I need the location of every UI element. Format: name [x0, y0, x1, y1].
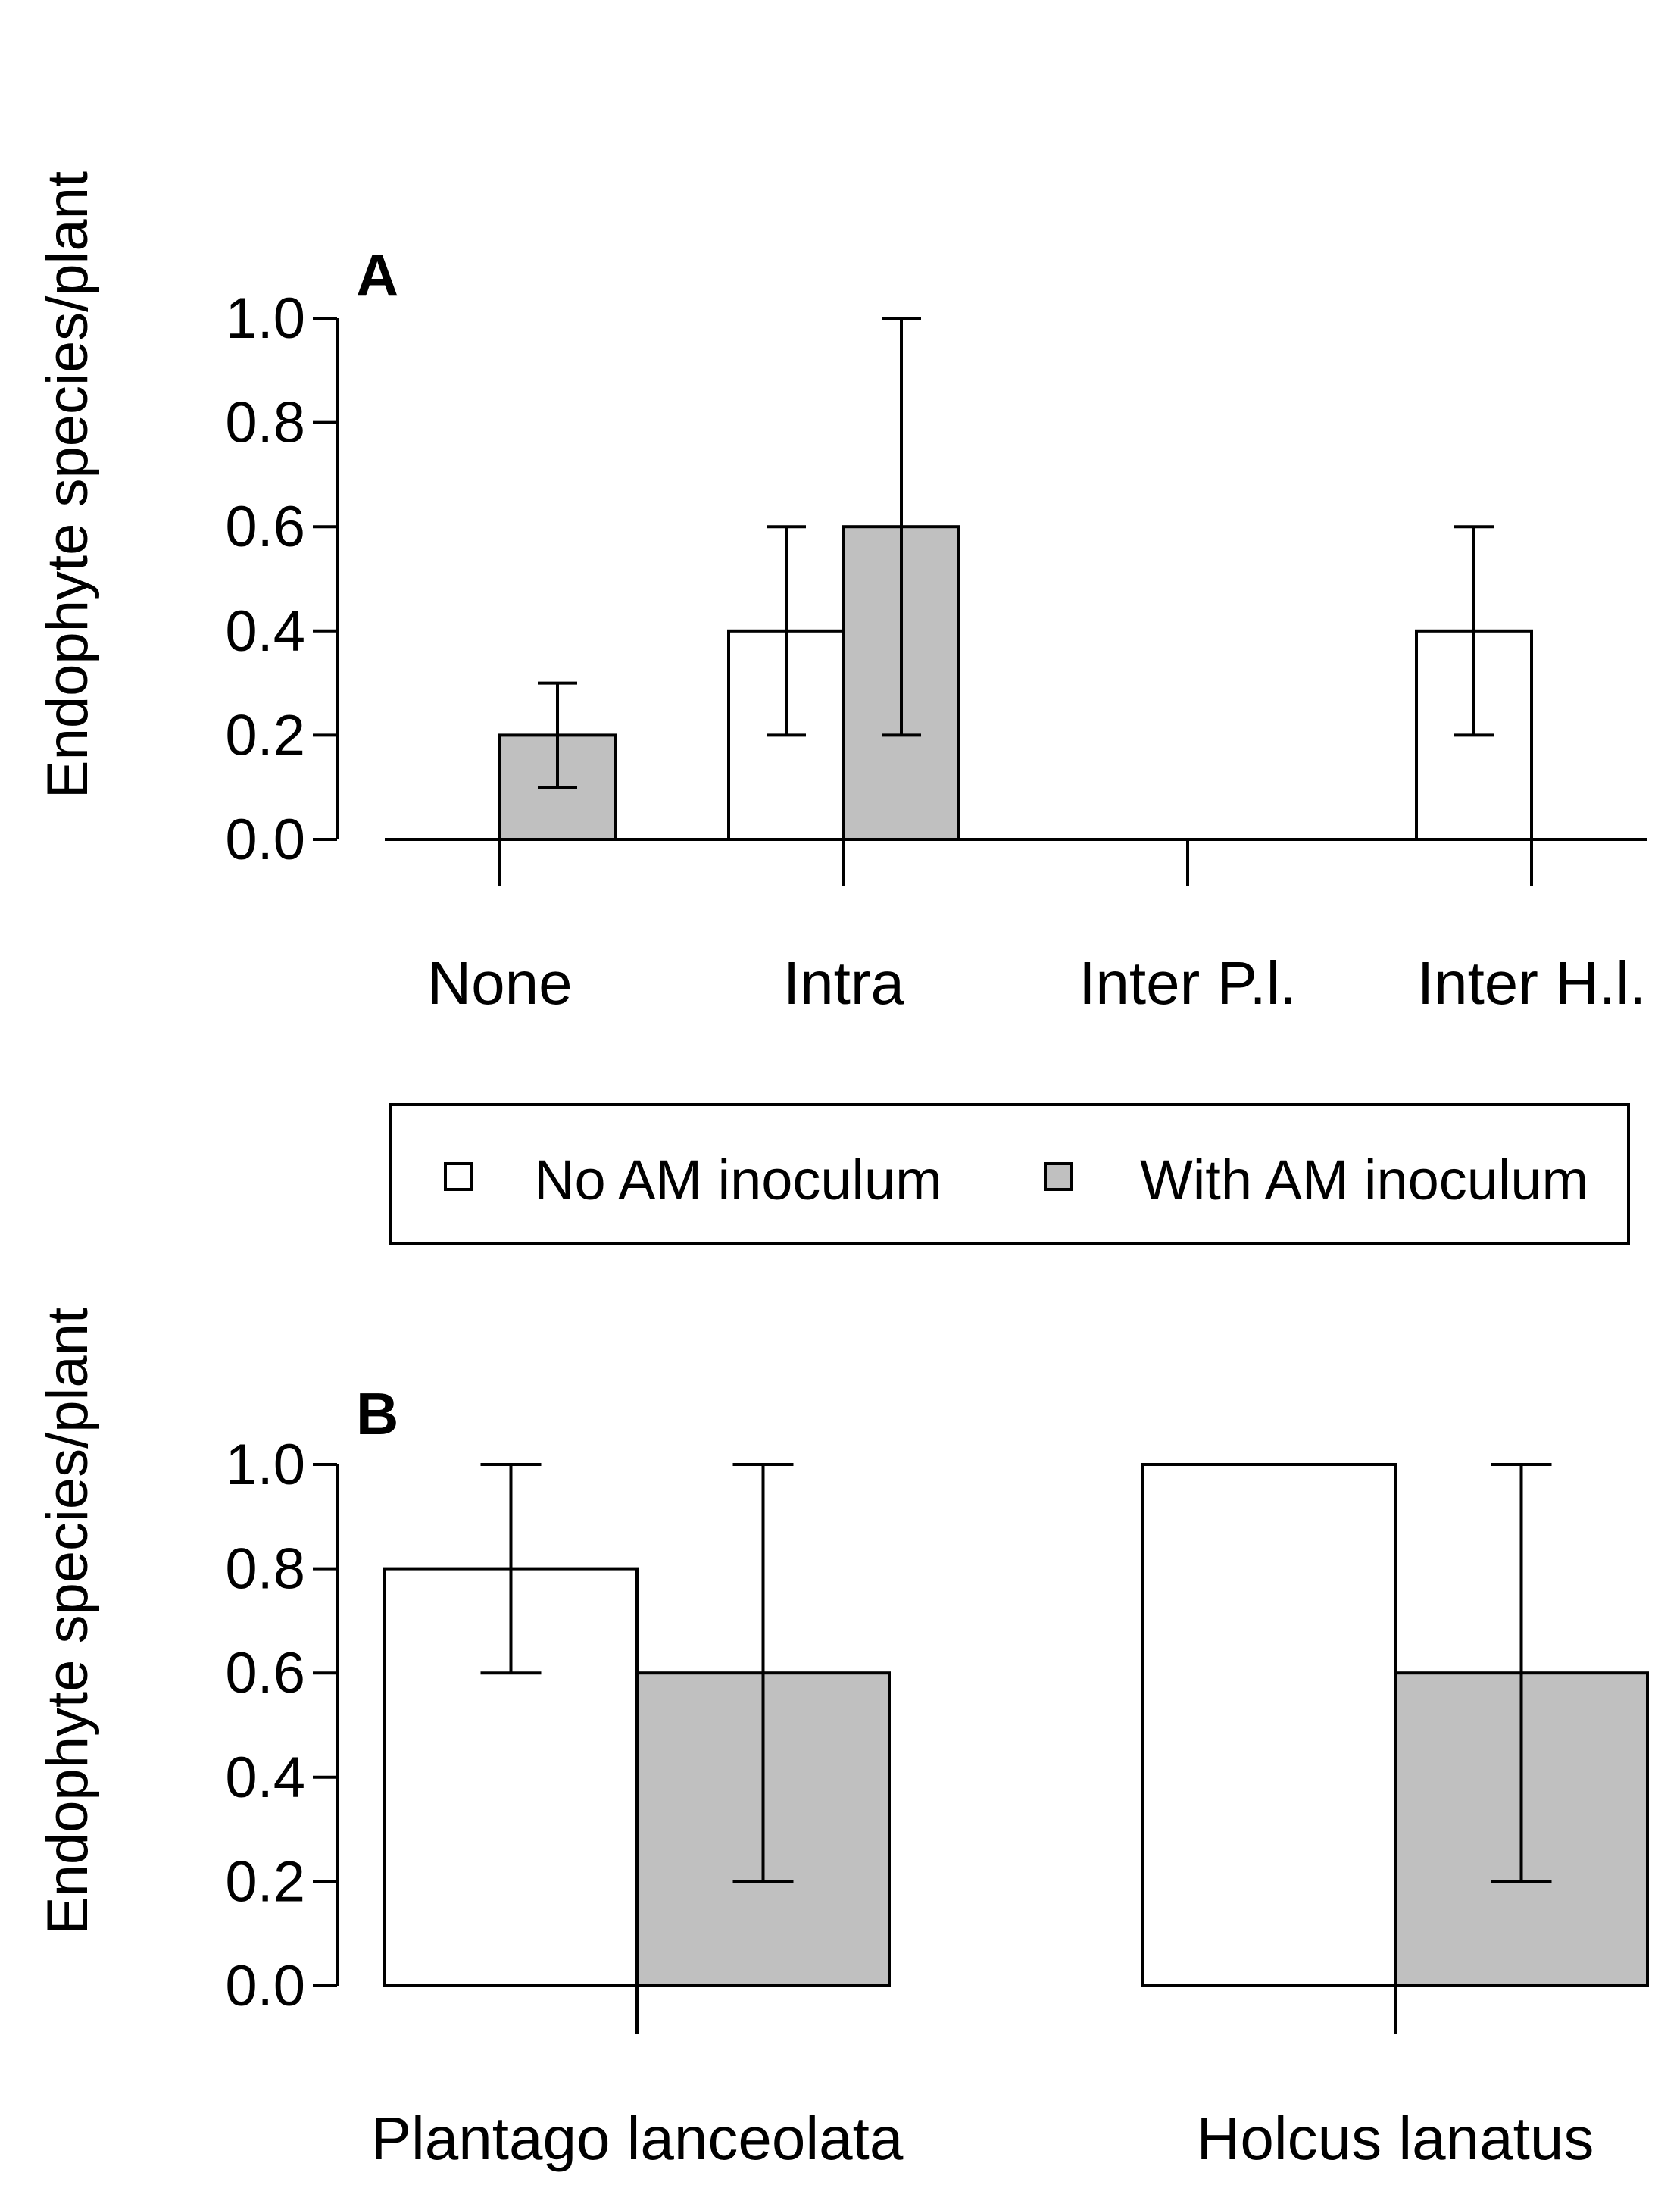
y-tick-label: 0.8: [225, 391, 305, 455]
x-category-label: None: [427, 949, 572, 1017]
y-tick-label: 0.4: [225, 599, 305, 664]
panel-a-error-bars: [538, 317, 1494, 789]
legend: No AM inoculum With AM inoculum: [389, 1103, 1630, 1245]
legend-label-no-am: No AM inoculum: [534, 1149, 942, 1211]
panel-a-x-axis: None Intra Inter P.l. Inter H.l.: [385, 838, 1647, 1017]
x-category-label: Inter P.l.: [1079, 949, 1297, 1017]
x-category-label: Intra: [783, 949, 905, 1017]
panel-a: A Endophyte species/plant 0.00.20.40.60.…: [36, 171, 1647, 1017]
panel-b-error-bars: [480, 1463, 1552, 1883]
legend-frame: [389, 1103, 1630, 1245]
legend-swatch-with-am: [1044, 1162, 1073, 1191]
y-tick-label: 1.0: [225, 1433, 305, 1497]
x-category-label: Plantago lanceolata: [371, 2105, 904, 2172]
panel-a-y-axis-label: Endophyte species/plant: [36, 171, 100, 799]
y-tick-label: 0.6: [225, 495, 305, 559]
panel-b-y-axis-label: Endophyte species/plant: [36, 1308, 100, 1935]
panel-b-y-axis: 0.0 0.2 0.4 0.6 0.8 1.0: [225, 1433, 339, 2018]
y-tick-label: 1.0: [225, 286, 305, 351]
y-tick-label: 0.0: [225, 1954, 305, 2018]
panel-a-y-axis: 0.0 0.2 0.4 0.6 0.8 1.0: [225, 286, 339, 872]
bar-no-am: [1141, 1463, 1397, 1987]
legend-swatch-no-am: [444, 1162, 473, 1191]
y-tick-label: 0.0: [225, 808, 305, 872]
x-category-label: Inter H.l.: [1417, 949, 1646, 1017]
panel-b-label: B: [356, 1380, 398, 1447]
panel-b: B Endophyte species/plant 0.00.20.40.60.…: [36, 1308, 1649, 2172]
y-tick-label: 0.6: [225, 1641, 305, 1705]
y-tick-label: 0.2: [225, 1849, 305, 1914]
y-tick-label: 0.4: [225, 1746, 305, 1810]
panel-b-x-axis: Plantago lanceolata Holcus lanatus: [371, 1986, 1594, 2172]
x-category-label: Holcus lanatus: [1197, 2105, 1594, 2172]
y-tick-label: 0.2: [225, 703, 305, 767]
y-tick-label: 0.8: [225, 1537, 305, 1602]
legend-label-with-am: With AM inoculum: [1140, 1149, 1588, 1211]
panel-a-label: A: [356, 242, 398, 308]
